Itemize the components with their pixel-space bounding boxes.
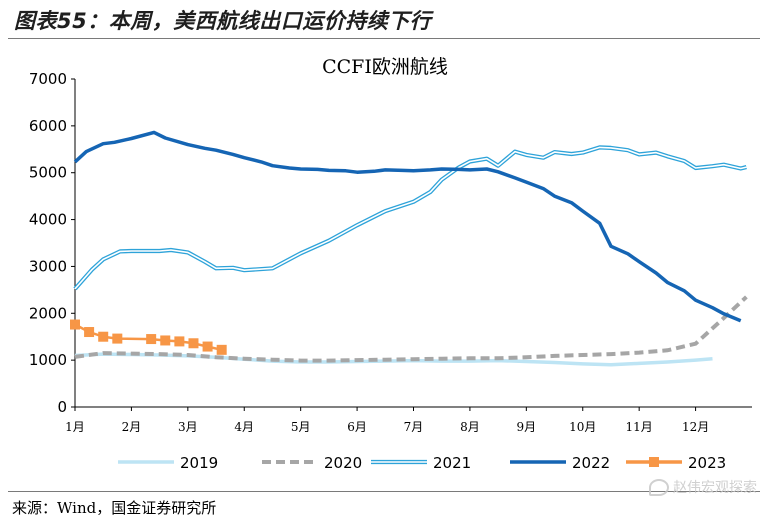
x-tick-label: 11月 [626,420,653,434]
watermark: 赵伟宏观探索 [649,477,757,497]
x-tick-label: 7月 [404,420,424,434]
series-2022 [73,130,742,323]
legend-item-2023: 2023 [626,454,726,472]
source-note: 来源：Wind，国金证券研究所 [12,499,217,517]
legend-item-2020: 2020 [262,454,362,472]
x-tick-label: 9月 [517,420,537,434]
y-tick-label: 6000 [29,117,67,135]
x-tick-label: 4月 [234,420,254,434]
chart-axes: 0 1000 2000 3000 4000 5000 6000 7000 1月 2月 3月 4月 5月 6… [29,70,752,434]
chart-title: CCFI欧洲航线 [322,56,448,78]
series-2023-point [202,341,213,352]
legend: 2019 2020 2021 2022 2023 [118,454,726,472]
legend-label-2023: 2023 [688,454,726,472]
legend-item-2021: 2021 [371,454,471,472]
series-line-2021-inner [74,146,747,290]
y-tick-label: 3000 [29,257,67,275]
series-2019 [74,352,713,367]
y-tick-label: 5000 [29,164,67,182]
x-tick-label: 6月 [347,420,367,434]
x-tick-label: 12月 [682,420,709,434]
y-tick-label: 2000 [29,304,67,322]
x-tick-label: 5月 [291,420,311,434]
series-2023-point [112,333,123,344]
series-line-2023 [74,323,222,352]
x-tick-label: 1月 [65,420,85,434]
series-2023-point [84,327,95,338]
x-tick-label: 2月 [122,420,142,434]
series-2023-point [98,331,109,342]
title-divider [8,38,760,39]
series-2023-point [188,338,199,349]
legend-label-2021: 2021 [433,454,471,472]
y-tick-label: 0 [57,398,67,416]
x-tick-label: 8月 [460,420,480,434]
series-2023 [70,319,227,355]
series-2023-point [174,336,185,347]
legend-marker-2023 [649,457,659,467]
legend-label-2019: 2019 [180,454,218,472]
series-2023-point [216,344,227,355]
series-2020 [74,295,748,363]
figure-title: 图表55：本周，美西航线出口运价持续下行 [14,9,432,33]
series-2023-point [146,334,157,345]
y-tick-label: 7000 [29,70,67,88]
series-2023-point [160,335,171,346]
legend-label-2022: 2022 [572,454,610,472]
legend-label-2020: 2020 [324,454,362,472]
y-tick-label: 1000 [29,351,67,369]
x-tick-label: 3月 [178,420,198,434]
legend-item-2019: 2019 [118,454,218,472]
series-line-2022 [73,130,742,323]
legend-item-2022: 2022 [510,454,610,472]
series-layer [70,130,748,367]
x-tick-label: 10月 [569,420,596,434]
series-2023-point [70,319,80,330]
wechat-icon [649,478,669,496]
series-2021 [73,145,747,291]
y-tick-label: 4000 [29,211,67,229]
series-line-2020 [74,295,748,363]
watermark-text: 赵伟宏观探索 [673,480,757,496]
bottom-divider [8,491,760,492]
series-line-2019 [74,352,713,367]
